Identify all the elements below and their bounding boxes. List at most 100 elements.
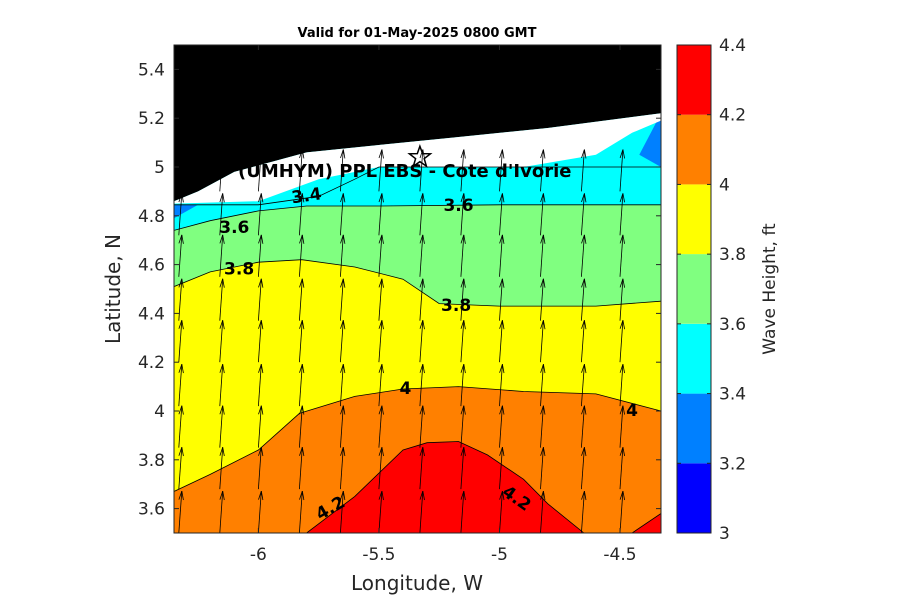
x-tick-label: -4.5 — [603, 545, 636, 565]
vector-arrow — [258, 405, 264, 448]
vector-arrow — [340, 490, 346, 533]
colorbar-tick-label: 3.8 — [719, 245, 746, 265]
x-tick-label: -6 — [250, 545, 267, 565]
vector-arrow — [581, 490, 587, 533]
vector-arrow — [299, 193, 305, 236]
colorbar-swatch — [677, 463, 711, 533]
colorbar-tick-label: 4 — [719, 175, 730, 195]
x-tick-label: -5.5 — [362, 545, 395, 565]
contour-label: 4 — [626, 401, 638, 421]
vector-arrow — [258, 490, 264, 533]
vector-arrow — [540, 405, 546, 448]
vector-arrow — [299, 364, 305, 407]
vector-arrow — [419, 405, 425, 448]
vector-arrow — [581, 234, 587, 277]
vector-arrow — [581, 278, 587, 321]
vector-arrow — [581, 405, 587, 448]
vector-arrow — [299, 405, 305, 448]
vector-arrow — [178, 490, 184, 533]
vector-arrow — [460, 364, 466, 407]
vector-arrow — [660, 498, 661, 533]
x-axis-label: Longitude, W — [351, 571, 483, 595]
colorbar-swatch — [677, 393, 711, 464]
colorbar-tick-label: 3 — [719, 524, 730, 544]
vector-arrow — [460, 320, 466, 363]
vector-arrow — [178, 234, 184, 277]
vector-arrow — [660, 371, 661, 407]
vector-arrow — [378, 320, 384, 363]
vector-arrow — [419, 320, 425, 363]
x-tick-label: -5 — [491, 545, 508, 565]
vector-arrow — [660, 454, 661, 490]
y-tick-label: 5 — [154, 158, 165, 178]
band-4.2-4.4 — [306, 441, 584, 533]
vector-arrow — [499, 149, 505, 192]
band-3.2-3.4-west — [174, 204, 199, 219]
colorbar-label: Wave Height, ft — [760, 223, 780, 355]
vector-arrow — [419, 364, 425, 407]
colorbar-tick-label: 4.4 — [719, 36, 746, 56]
colorbar-swatch — [677, 323, 711, 394]
vector-arrow — [340, 364, 346, 407]
vector-arrow — [258, 149, 264, 192]
contour-label: 3.4 — [290, 184, 323, 208]
colorbar-tick-label: 3.2 — [719, 454, 746, 474]
colorbar-tick-label: 3.4 — [719, 385, 746, 405]
vector-arrow — [460, 405, 466, 448]
vector-arrow — [581, 447, 587, 490]
vector-arrow — [660, 157, 661, 192]
vector-arrow — [460, 193, 466, 236]
vector-arrow — [258, 278, 264, 321]
y-tick-label: 4.6 — [138, 256, 165, 276]
vector-arrow — [178, 364, 184, 407]
vector-arrow — [540, 320, 546, 363]
vector-arrow — [340, 278, 346, 321]
vector-arrow — [540, 447, 546, 490]
vector-arrow — [340, 193, 346, 236]
chart-title: Valid for 01-May-2025 0800 GMT — [298, 26, 537, 41]
vector-arrow — [499, 234, 505, 277]
vector-arrow — [178, 278, 184, 321]
vector-arrow — [460, 149, 466, 192]
vector-arrow — [219, 405, 225, 448]
vector-arrow — [540, 490, 546, 533]
vector-arrow — [581, 149, 587, 192]
site-marker-star-icon — [407, 143, 433, 168]
vector-arrow — [299, 320, 305, 363]
vector-arrow — [219, 193, 225, 236]
contour-line-3.4-0 — [174, 166, 661, 206]
vector-arrow — [178, 149, 184, 192]
vector-arrow — [340, 447, 346, 490]
colorbar-tick-label: 4.2 — [719, 106, 746, 126]
vector-arrow — [460, 447, 466, 490]
vector-arrow — [460, 234, 466, 277]
vector-arrow — [499, 364, 505, 407]
land-mask — [174, 45, 661, 204]
vector-arrow — [299, 490, 305, 533]
vector-arrow — [378, 364, 384, 407]
vector-arrow — [619, 278, 625, 321]
y-tick-label: 4.2 — [138, 353, 165, 373]
vector-arrow — [299, 149, 305, 192]
colorbar-swatch — [677, 114, 711, 185]
vector-arrow — [540, 278, 546, 321]
vector-arrow — [540, 234, 546, 277]
vector-arrow — [219, 364, 225, 407]
contour-label: 4 — [399, 379, 411, 399]
vector-arrow — [660, 286, 661, 321]
vector-arrow — [460, 278, 466, 321]
vector-arrow — [619, 234, 625, 277]
vector-arrow — [258, 234, 264, 277]
y-tick-label: 3.8 — [138, 451, 165, 471]
vector-arrow — [419, 447, 425, 490]
vector-arrow — [378, 149, 384, 192]
vector-arrow — [378, 193, 384, 236]
vector-arrow — [178, 320, 184, 363]
vector-arrow — [419, 193, 425, 236]
vector-arrow — [219, 490, 225, 533]
vector-arrow — [499, 320, 505, 363]
vector-arrow — [219, 278, 225, 321]
vector-arrow — [378, 234, 384, 277]
vector-arrow — [499, 405, 505, 448]
